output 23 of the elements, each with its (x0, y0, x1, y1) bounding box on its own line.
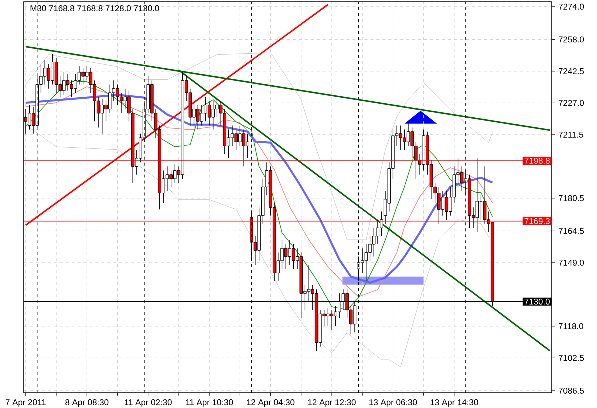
x-tick-label: 13 Apr 14:30 (430, 400, 478, 408)
x-tick-label: 11 Apr 10:30 (186, 400, 234, 408)
ref-line-label: 7130.0 (524, 298, 550, 305)
y-tick-label: 7118.0 (558, 323, 584, 330)
y-tick-label: 7227.0 (558, 100, 584, 106)
x-tick-label: 7 Apr 2011 (6, 400, 46, 408)
y-tick-label: 7164.5 (558, 228, 584, 234)
ref-line-label: 7198.8 (524, 158, 550, 164)
x-tick-label: 13 Apr 06:30 (370, 400, 418, 408)
x-tick-label: 12 Apr 12:30 (308, 400, 356, 408)
y-tick-label: 7211.5 (558, 132, 584, 138)
x-tick-label: 12 Apr 04:30 (247, 400, 295, 408)
chart-title: M30 7168.8 7168.8 7128.0 7130.0 (30, 6, 160, 12)
y-tick-label: 7258.0 (558, 36, 584, 43)
ref-line-label: 7169.3 (524, 218, 550, 224)
y-tick-label: 7274.0 (558, 4, 584, 10)
x-tick-label: 11 Apr 02:30 (125, 400, 172, 408)
y-tick-label: 7102.5 (558, 355, 584, 362)
y-tick-label: 7180.5 (558, 195, 584, 202)
y-tick-label: 7149.0 (558, 260, 584, 266)
y-tick-label: 7086.5 (558, 388, 584, 394)
y-tick-label: 7242.5 (558, 68, 584, 74)
x-tick-label: 8 Apr 08:30 (66, 400, 109, 408)
